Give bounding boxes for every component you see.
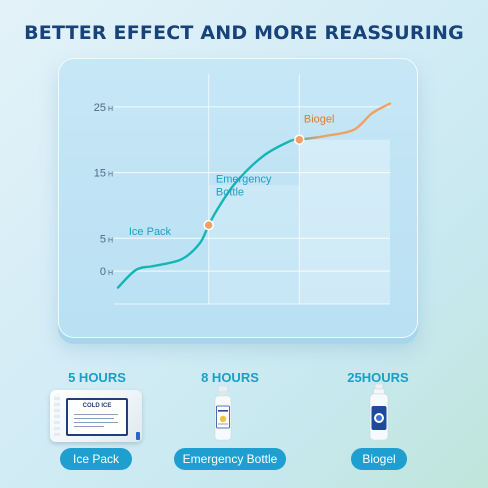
ice-pack-label-title: COLD ICE xyxy=(82,403,112,409)
biogel-image xyxy=(369,384,389,441)
emergency-bottle-pill: Emergency Bottle xyxy=(174,448,286,470)
y-tick-label-0: 0 xyxy=(100,266,106,278)
ice-pack-seal xyxy=(54,394,60,438)
ice-pack-corner-mark xyxy=(136,432,140,440)
marker-emergency-bottle xyxy=(203,219,214,231)
headline: BETTER EFFECT AND MORE REASSURING xyxy=(24,22,464,44)
ice-pack-label: COLD ICE xyxy=(66,398,128,436)
ice-pack-hours: 5 HOURS xyxy=(68,370,126,385)
marker-biogel xyxy=(294,134,305,145)
zone-biogel xyxy=(299,139,390,304)
ice-pack-image: COLD ICE xyxy=(50,390,142,442)
chart-panel xyxy=(58,58,418,338)
annotation-emergency-bottle-line-0: Emergency xyxy=(216,173,272,185)
annotation-biogel: Biogel xyxy=(304,114,335,126)
zone-emergency-bottle xyxy=(208,185,300,304)
y-tick-label-2: 15 xyxy=(94,168,106,180)
y-tick-unit-0: H xyxy=(108,270,113,277)
annotation-emergency-bottle-line-1: Bottle xyxy=(216,186,244,198)
emergency-bottle-image xyxy=(214,386,232,441)
ice-pack-pill: Ice Pack xyxy=(60,448,132,470)
y-tick-unit-2: H xyxy=(108,172,113,179)
emergency-bottle-hours: 8 HOURS xyxy=(201,370,259,385)
biogel-pill: Biogel xyxy=(351,448,407,470)
biogel-hours: 25HOURS xyxy=(347,370,409,385)
annotation-ice-pack: Ice Pack xyxy=(129,226,172,238)
series-line xyxy=(116,102,392,289)
y-tick-label-1: 5 xyxy=(100,233,106,245)
y-tick-unit-1: H xyxy=(108,237,113,244)
y-tick-unit-3: H xyxy=(108,106,113,113)
y-tick-label-3: 25 xyxy=(94,102,106,114)
